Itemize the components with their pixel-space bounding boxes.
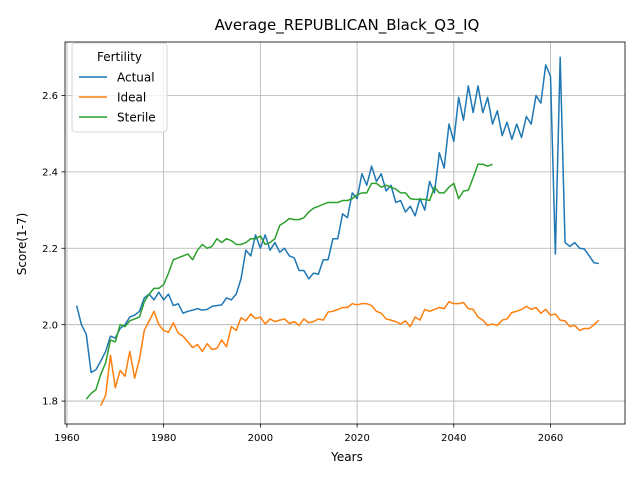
legend-label-actual: Actual [117, 70, 155, 84]
y-tick-label: 2.0 [42, 320, 58, 331]
legend-box [71, 42, 168, 133]
legend-label-sterile: Sterile [117, 110, 156, 124]
x-axis-ticks: 1960 1980 2000 2020 2040 2060 [54, 424, 563, 444]
chart-title: Average_REPUBLICAN_Black_Q3_IQ [215, 16, 480, 35]
legend-title: Fertility [97, 50, 142, 64]
y-tick-label: 1.8 [42, 397, 58, 408]
y-tick-label: 2.6 [42, 91, 58, 102]
series-line-ideal [100, 301, 600, 406]
legend: Fertility Actual Ideal Sterile [71, 42, 168, 133]
legend-label-ideal: Ideal [117, 90, 146, 104]
series-layer [75, 56, 600, 406]
y-tick-label: 2.2 [42, 244, 58, 255]
series-line-sterile [85, 163, 493, 400]
y-axis-label: Score(1-7) [15, 213, 29, 276]
x-tick-label: 2000 [248, 433, 273, 444]
plot-area-frame [64, 41, 626, 425]
x-tick-label: 2040 [441, 433, 466, 444]
y-tick-label: 2.4 [42, 167, 58, 178]
x-tick-label: 2060 [538, 433, 563, 444]
x-tick-label: 1960 [54, 433, 79, 444]
y-axis-ticks: 1.8 2.0 2.2 2.4 2.6 [42, 91, 65, 408]
x-tick-label: 1980 [151, 433, 176, 444]
x-tick-label: 2020 [344, 433, 369, 444]
series-line-actual [75, 56, 600, 374]
x-axis-label: Years [330, 450, 363, 464]
